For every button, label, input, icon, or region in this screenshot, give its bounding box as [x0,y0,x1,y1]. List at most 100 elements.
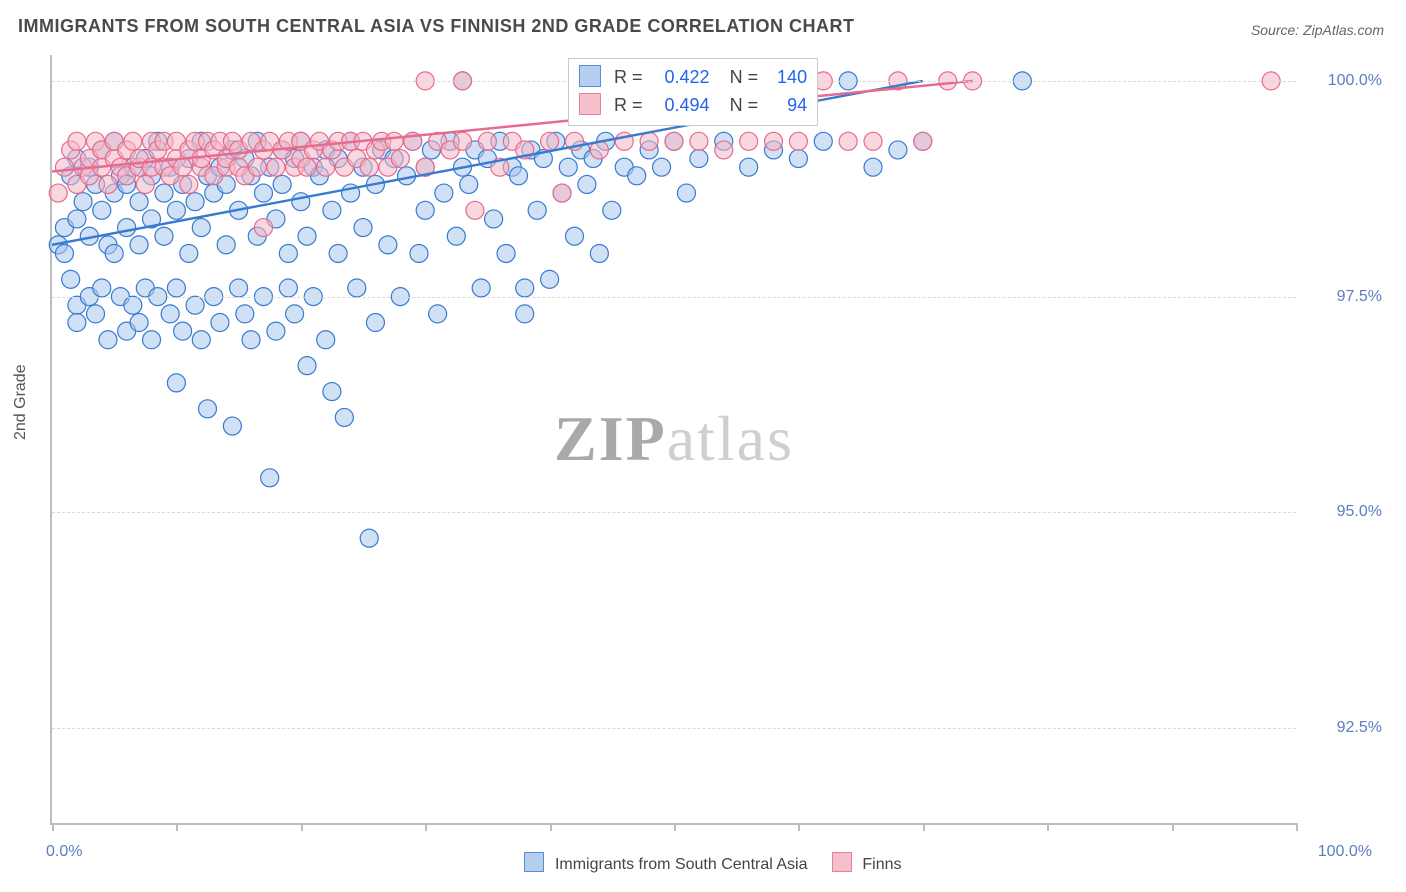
data-point-sca [161,305,179,323]
data-point-finns [789,132,807,150]
data-point-sca [254,184,272,202]
data-point-sca [155,184,173,202]
data-point-finns [267,158,285,176]
legend-label-sca: Immigrants from South Central Asia [555,856,808,873]
r-value-finns: 0.494 [648,91,710,119]
data-point-sca [186,296,204,314]
data-point-sca [628,167,646,185]
x-tick [798,823,800,831]
data-point-sca [242,331,260,349]
data-point-sca [360,529,378,547]
data-point-sca [68,210,86,228]
n-value-finns: 94 [763,91,807,119]
data-point-sca [279,279,297,297]
data-point-sca [410,244,428,262]
data-point-sca [379,236,397,254]
data-point-sca [348,279,366,297]
data-point-sca [211,314,229,332]
correlation-row-2: R = 0.494 N = 94 [579,91,807,119]
data-point-finns [715,141,733,159]
data-point-finns [640,132,658,150]
data-point-sca [653,158,671,176]
data-point-sca [230,279,248,297]
data-point-finns [248,158,266,176]
data-point-sca [223,417,241,435]
legend-label-finns: Finns [862,856,901,873]
data-point-sca [485,210,503,228]
data-point-finns [99,175,117,193]
correlation-row-1: R = 0.422 N = 140 [579,63,807,91]
data-point-sca [167,279,185,297]
data-point-sca [174,322,192,340]
data-point-finns [391,150,409,168]
data-point-sca [99,331,117,349]
chart-plot-area: ZIPatlas 0.0% 100.0% 92.5%95.0%97.5%100.… [50,55,1296,825]
legend-swatch-finns [579,93,601,115]
data-point-sca [323,201,341,219]
x-tick [550,823,552,831]
data-point-sca [292,193,310,211]
data-point-sca [541,270,559,288]
n-label: N = [730,95,759,115]
data-point-sca [590,244,608,262]
data-point-finns [180,175,198,193]
data-point-sca [603,201,621,219]
data-point-finns [765,132,783,150]
data-point-finns [864,132,882,150]
data-point-finns [541,132,559,150]
data-point-sca [180,244,198,262]
data-point-sca [118,219,136,237]
data-point-sca [814,132,832,150]
x-tick [52,823,54,831]
r-value-sca: 0.422 [648,63,710,91]
data-point-sca [789,150,807,168]
y-tick-label: 95.0% [1306,503,1382,521]
x-tick [425,823,427,831]
data-point-sca [497,244,515,262]
data-point-sca [323,383,341,401]
data-point-finns [690,132,708,150]
data-point-sca [124,296,142,314]
data-point-finns [298,158,316,176]
data-point-sca [565,227,583,245]
data-point-sca [55,244,73,262]
gridline-h [52,728,1296,729]
x-tick [1047,823,1049,831]
data-point-sca [335,408,353,426]
x-tick [1172,823,1174,831]
data-point-finns [385,132,403,150]
data-point-sca [429,305,447,323]
data-point-sca [93,201,111,219]
x-tick [923,823,925,831]
y-tick-label: 100.0% [1306,72,1382,90]
data-point-sca [143,331,161,349]
data-point-finns [914,132,932,150]
data-point-finns [124,132,142,150]
data-point-sca [199,400,217,418]
data-point-finns [553,184,571,202]
data-point-sca [740,158,758,176]
data-point-sca [192,331,210,349]
x-tick [176,823,178,831]
data-point-finns [317,158,335,176]
data-point-sca [317,331,335,349]
data-point-sca [435,184,453,202]
n-value-sca: 140 [763,63,807,91]
data-point-finns [839,132,857,150]
data-point-sca [62,270,80,288]
data-point-sca [167,374,185,392]
data-point-finns [466,201,484,219]
data-point-finns [68,132,86,150]
data-point-finns [478,132,496,150]
data-point-sca [864,158,882,176]
legend-swatch-sca-bottom [524,852,544,872]
x-tick [674,823,676,831]
data-point-sca [472,279,490,297]
data-point-finns [454,132,472,150]
data-point-sca [329,244,347,262]
data-point-sca [528,201,546,219]
r-label: R = [614,95,643,115]
data-point-sca [105,244,123,262]
data-point-sca [298,227,316,245]
data-point-sca [690,150,708,168]
